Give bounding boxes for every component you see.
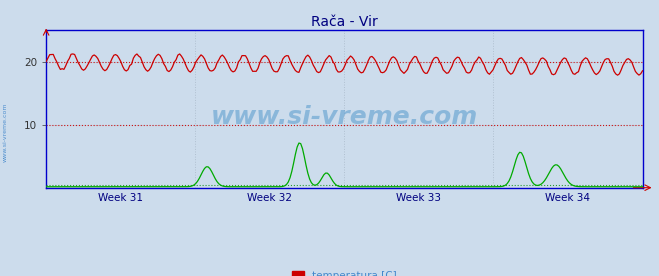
Title: Rača - Vir: Rača - Vir bbox=[311, 15, 378, 29]
Legend: temperatura [C], pretok [m3/s]: temperatura [C], pretok [m3/s] bbox=[291, 270, 397, 276]
Text: www.si-vreme.com: www.si-vreme.com bbox=[3, 103, 8, 162]
Text: www.si-vreme.com: www.si-vreme.com bbox=[211, 105, 478, 129]
